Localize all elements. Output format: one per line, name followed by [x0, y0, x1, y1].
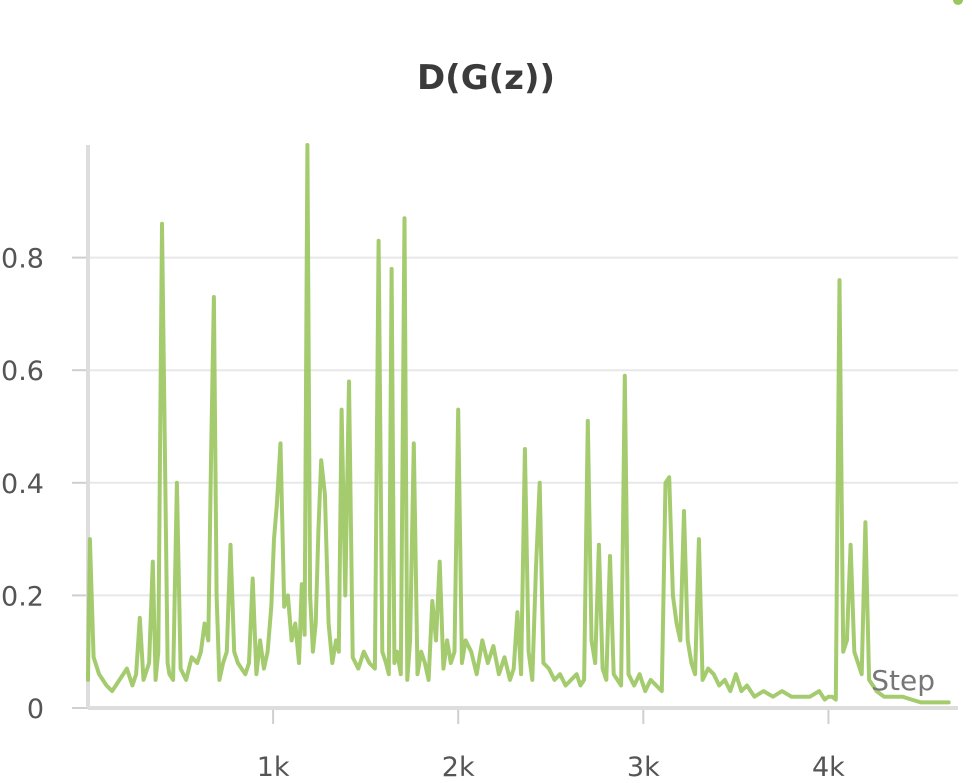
series-layer: [86, 0, 963, 705]
x-tick-label: 3k: [627, 752, 660, 783]
series-line-0: [86, 143, 951, 705]
y-tick-label: 0.6: [1, 356, 44, 387]
x-tick-label: 1k: [257, 752, 290, 783]
tick-labels: 0 0.2 0.4 0.6 0.8 1k 2k 3k 4k Step: [1, 244, 935, 783]
chart-title: D(G(z)): [416, 58, 556, 98]
y-tick-label: 0.2: [1, 581, 44, 612]
x-tick-label: 2k: [442, 752, 475, 783]
y-tick-label: 0.8: [1, 244, 44, 275]
x-tick-label: 4k: [812, 752, 845, 783]
series-end-point-0: [953, 0, 963, 5]
y-tick-label: 0: [27, 694, 44, 725]
y-tick-label: 0.4: [1, 469, 44, 500]
x-axis-label: Step: [871, 664, 935, 697]
